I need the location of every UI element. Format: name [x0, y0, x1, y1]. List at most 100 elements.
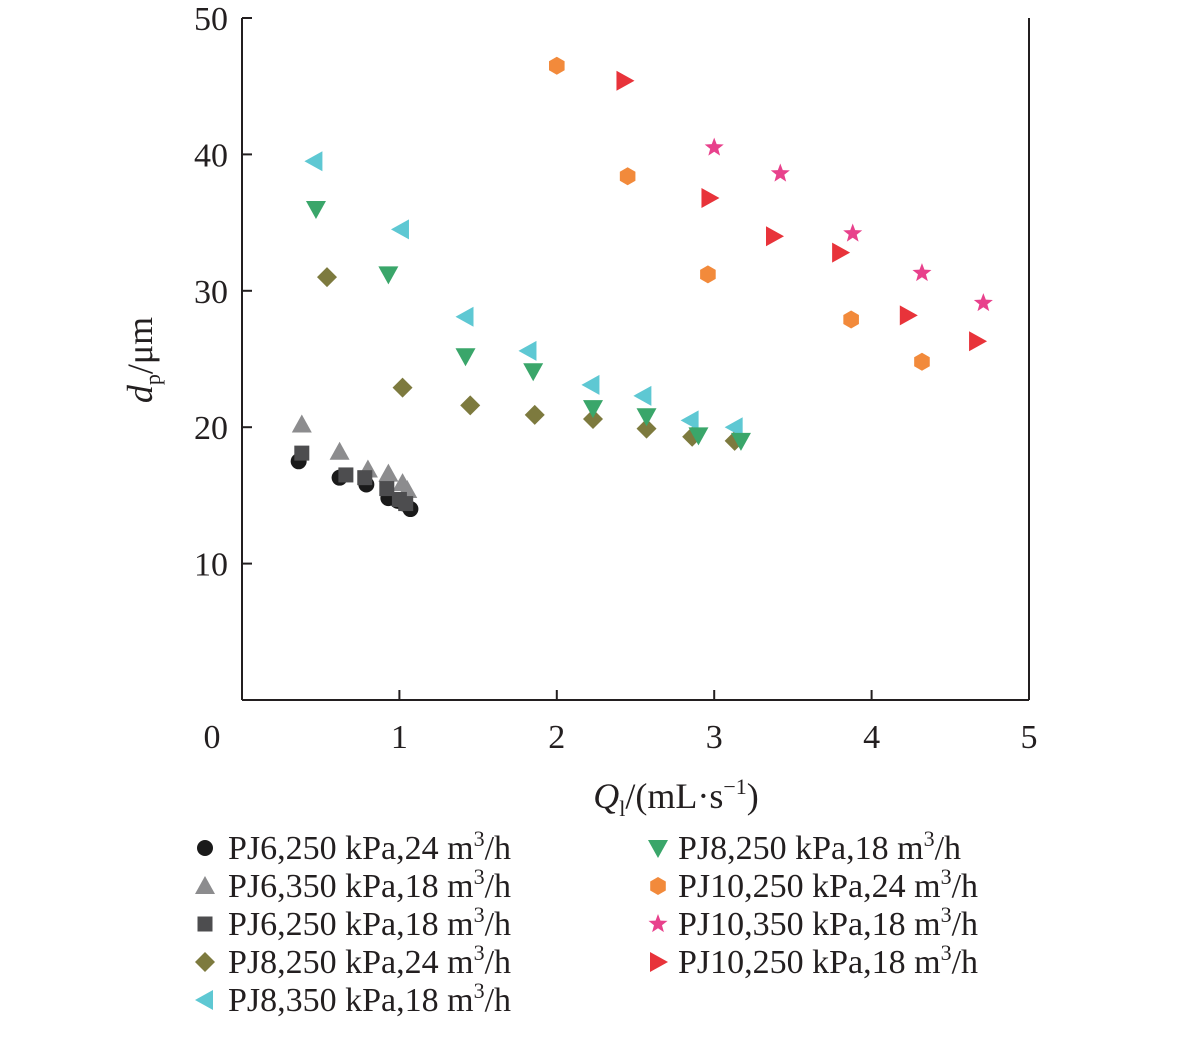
y-tick-label: 50 [194, 1, 228, 38]
data-point [899, 305, 918, 326]
data-point [914, 352, 930, 371]
legend-label: PJ8,250 kPa,24 m3/h [228, 940, 511, 981]
data-point [455, 306, 474, 327]
data-point [701, 188, 720, 209]
x-tick-label: 4 [863, 719, 880, 756]
series-5 [305, 200, 751, 451]
legend-label: PJ6,250 kPa,24 m3/h [228, 826, 511, 867]
data-point [392, 377, 413, 398]
data-point [583, 409, 604, 430]
series-1 [291, 414, 418, 498]
data-point [730, 432, 751, 451]
data-point [329, 441, 350, 460]
y-tick-label: 30 [194, 274, 228, 311]
legend-item: PJ6,250 kPa,18 m3/h [197, 902, 511, 943]
x-axis-label: Ql/(mL·s−1) [593, 774, 759, 821]
series-7 [704, 137, 993, 312]
data-points [290, 56, 993, 518]
data-point [398, 496, 414, 512]
data-point [304, 151, 323, 172]
y-tick-label: 10 [194, 547, 228, 584]
data-point [770, 163, 790, 182]
legend-item: PJ10,350 kPa,18 m3/h [648, 902, 978, 943]
legend-item: PJ8,250 kPa,24 m3/h [195, 940, 511, 981]
data-point [912, 263, 932, 282]
legend-label: PJ10,350 kPa,18 m3/h [678, 902, 978, 943]
data-point [523, 363, 544, 382]
legend-marker [195, 990, 213, 1010]
legend-marker [195, 876, 215, 894]
data-point [700, 265, 716, 284]
data-point [378, 463, 399, 482]
legend-marker [197, 916, 213, 932]
data-point [843, 223, 863, 242]
legend-item: PJ10,250 kPa,18 m3/h [650, 940, 978, 981]
data-point [832, 242, 851, 263]
axis-labels: Ql/(mL·s−1) dp/μm [120, 317, 759, 821]
legend-label: PJ8,250 kPa,18 m3/h [678, 826, 961, 867]
legend-label: PJ6,250 kPa,18 m3/h [228, 902, 511, 943]
data-point [969, 331, 988, 352]
x-tick-label: 5 [1021, 719, 1038, 756]
x-tick-label: 1 [391, 719, 408, 756]
data-point [633, 385, 652, 406]
tick-labels: 10 20 30 40 50 0 1 2 3 4 5 [194, 1, 1038, 756]
data-point [460, 395, 481, 416]
legend-item: PJ10,250 kPa,24 m3/h [650, 864, 978, 905]
data-point [619, 167, 636, 186]
legend-label: PJ10,250 kPa,24 m3/h [678, 864, 978, 905]
data-point [680, 410, 699, 431]
series-3 [316, 267, 745, 451]
legend-item: PJ6,350 kPa,18 m3/h [195, 864, 511, 905]
legend-marker [195, 952, 215, 972]
data-point [455, 348, 476, 367]
data-point [636, 418, 657, 439]
data-point [549, 56, 565, 75]
legend-label: PJ8,350 kPa,18 m3/h [228, 978, 511, 1019]
data-point [688, 427, 709, 446]
series-4 [304, 151, 743, 438]
x-tick-label: 0 [204, 719, 221, 756]
legend-marker [197, 840, 213, 856]
data-point [316, 267, 337, 288]
legend-label: PJ6,350 kPa,18 m3/h [228, 864, 511, 905]
axes [241, 17, 1030, 701]
y-axis-label: dp/μm [120, 317, 165, 403]
legend-marker [650, 952, 668, 972]
x-tick-label: 3 [706, 719, 723, 756]
y-tick-label: 40 [194, 137, 228, 174]
data-point [357, 470, 373, 486]
data-point [636, 408, 657, 427]
legend-label: PJ10,250 kPa,18 m3/h [678, 940, 978, 981]
data-point [291, 414, 312, 433]
data-point [616, 70, 635, 91]
data-point [583, 400, 604, 419]
y-tick-label: 20 [194, 410, 228, 447]
data-point [305, 200, 326, 219]
legend-item: PJ8,250 kPa,18 m3/h [648, 826, 961, 867]
x-tick-label: 2 [548, 719, 565, 756]
data-point [724, 417, 743, 438]
legend-marker [650, 877, 666, 895]
data-point [379, 481, 395, 497]
legend-item: PJ8,350 kPa,18 m3/h [195, 978, 511, 1019]
legend-marker [648, 840, 668, 858]
data-point [294, 445, 310, 461]
series-8 [616, 70, 988, 352]
data-point [524, 404, 545, 425]
data-point [973, 293, 993, 312]
data-point [338, 467, 354, 483]
data-point [766, 226, 785, 247]
data-point [518, 340, 537, 361]
data-point [378, 266, 399, 285]
series-2 [294, 445, 414, 512]
data-point [843, 310, 859, 329]
legend-marker [648, 914, 668, 933]
data-point [704, 137, 724, 156]
data-point [390, 219, 409, 240]
data-point [581, 374, 600, 395]
series-6 [549, 56, 930, 371]
legend-item: PJ6,250 kPa,24 m3/h [197, 826, 511, 867]
